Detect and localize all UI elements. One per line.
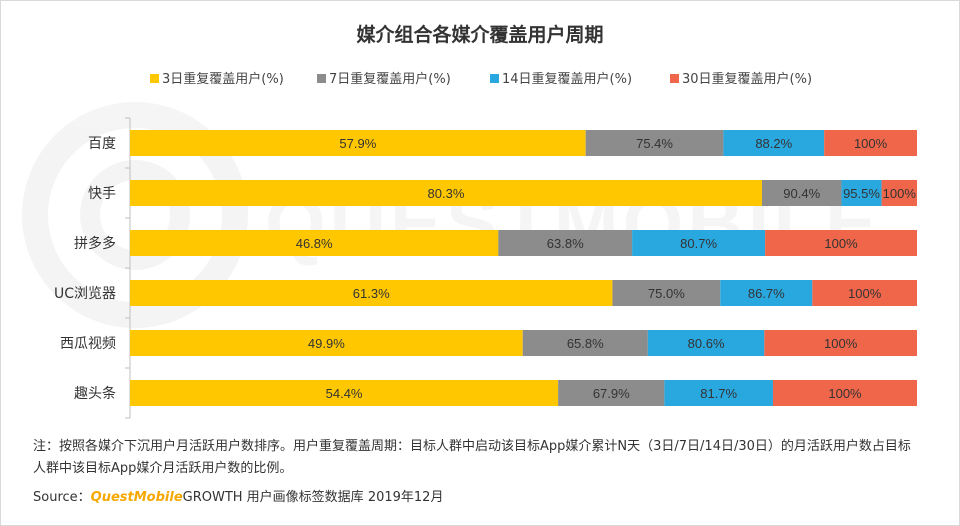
data-label: 80.3% <box>428 186 465 201</box>
bar-segment <box>632 230 766 256</box>
bar-segment <box>772 380 917 406</box>
bar-segment <box>498 230 633 256</box>
data-label: 95.5% <box>843 186 880 201</box>
legend-label-14day: 14日重复覆盖用户(%) <box>502 72 633 87</box>
footnote: 注：按照各媒介下沉用户月活跃用户数排序。用户重复覆盖周期：目标人群中启动该目标A… <box>33 439 911 476</box>
data-label: 100% <box>828 386 862 401</box>
legend-item-14day: 14日重复覆盖用户(%) <box>490 71 632 89</box>
bar-segment <box>130 130 586 156</box>
bar-segment <box>720 280 813 306</box>
data-label: 80.7% <box>680 236 717 251</box>
data-label: 100% <box>883 186 917 201</box>
data-label: 100% <box>824 336 858 351</box>
legend-swatch-30day <box>670 74 679 83</box>
bar-segment <box>585 130 724 156</box>
data-label: 81.7% <box>700 386 737 401</box>
bar-segment <box>761 180 842 206</box>
data-label: 57.9% <box>339 136 376 151</box>
category-label: 拼多多 <box>74 235 116 252</box>
data-label: 80.6% <box>688 336 725 351</box>
bar-segment <box>647 330 765 356</box>
data-label: 75.4% <box>636 136 673 151</box>
category-label: 快手 <box>88 186 116 202</box>
data-label: 100% <box>848 286 882 301</box>
category-label: 趣头条 <box>74 385 116 402</box>
data-label: 75.0% <box>648 286 685 301</box>
data-label: 61.3% <box>353 286 390 301</box>
bar-segment <box>522 330 648 356</box>
source-text: GROWTH 用户画像标签数据库 2019年12月 <box>182 490 444 505</box>
bar-segment <box>841 180 882 206</box>
bar-segment <box>881 180 917 206</box>
data-label: 65.8% <box>567 336 604 351</box>
data-label: 67.9% <box>593 386 630 401</box>
data-label: 100% <box>824 236 858 251</box>
legend-label-30day: 30日重复覆盖用户(%) <box>682 72 813 87</box>
bar-segment <box>612 280 721 306</box>
bar-segment <box>558 380 665 406</box>
source-label: Source： <box>33 490 91 505</box>
bar-segment <box>824 130 917 156</box>
legend-label-3day: 3日重复覆盖用户(%) <box>162 72 284 87</box>
legend: 3日重复覆盖用户(%) 7日重复覆盖用户(%) 14日重复覆盖用户(%) 30日… <box>0 71 960 89</box>
bar-segment <box>664 380 773 406</box>
bar-segment <box>130 380 559 406</box>
bar-segment <box>130 180 762 206</box>
data-label: 63.8% <box>547 236 584 251</box>
legend-swatch-14day <box>490 74 499 83</box>
bar-segment <box>130 280 613 306</box>
chart-title: 媒介组合各媒介覆盖用户周期 <box>356 24 604 46</box>
data-label: 49.9% <box>308 336 345 351</box>
category-label: 百度 <box>88 136 116 152</box>
bar-segment <box>130 330 523 356</box>
legend-item-30day: 30日重复覆盖用户(%) <box>670 71 812 89</box>
data-label: 90.4% <box>783 186 820 201</box>
bar-segment <box>130 230 499 256</box>
legend-item-7day: 7日重复覆盖用户(%) <box>317 71 451 89</box>
bar-segment <box>764 330 917 356</box>
bar-segment <box>812 280 917 306</box>
legend-swatch-3day <box>150 74 159 83</box>
data-label: 46.8% <box>296 236 333 251</box>
source-line: Source：QuestMobileGROWTH 用户画像标签数据库 2019年… <box>33 486 443 505</box>
data-label: 100% <box>854 136 888 151</box>
legend-label-7day: 7日重复覆盖用户(%) <box>329 72 451 87</box>
category-label: UC浏览器 <box>54 286 116 302</box>
data-label: 88.2% <box>755 136 792 151</box>
bar-segment <box>765 230 917 256</box>
legend-swatch-7day <box>317 74 326 83</box>
bar-segment <box>723 130 825 156</box>
source-brand: QuestMobile <box>90 490 183 505</box>
legend-item-3day: 3日重复覆盖用户(%) <box>150 71 284 89</box>
data-label: 86.7% <box>748 286 785 301</box>
data-label: 54.4% <box>326 386 363 401</box>
category-label: 西瓜视频 <box>60 336 116 352</box>
